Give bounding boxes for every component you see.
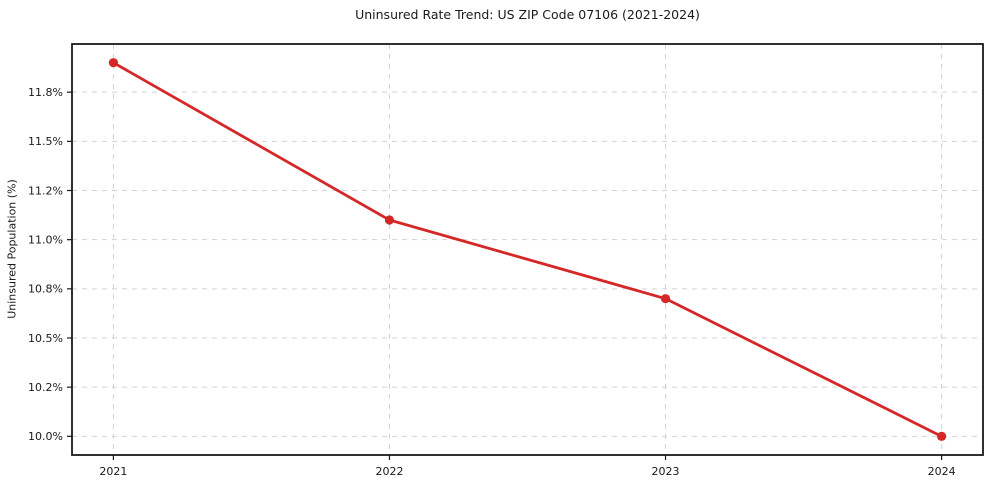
data-point	[384, 215, 395, 225]
y-tick-label: 11.8%	[28, 86, 63, 99]
chart-title: Uninsured Rate Trend: US ZIP Code 07106 …	[355, 7, 700, 22]
plot-border	[71, 43, 984, 456]
y-tick-label: 10.5%	[28, 332, 63, 345]
x-tick-label: 2024	[928, 465, 956, 478]
data-point	[936, 431, 947, 441]
x-tick-label: 2021	[99, 465, 127, 478]
y-tick-label: 10.0%	[28, 430, 63, 443]
y-tick-label: 11.5%	[28, 135, 63, 148]
x-tick-label: 2022	[375, 465, 403, 478]
y-tick-label: 11.0%	[28, 233, 63, 246]
y-tick-label: 10.2%	[28, 381, 63, 394]
data-point	[108, 58, 119, 68]
x-tick-label: 2023	[652, 465, 680, 478]
data-point	[660, 294, 671, 304]
y-tick-label: 11.2%	[28, 184, 63, 197]
trend-line	[112, 61, 943, 438]
y-tick-label: 10.8%	[28, 283, 63, 296]
